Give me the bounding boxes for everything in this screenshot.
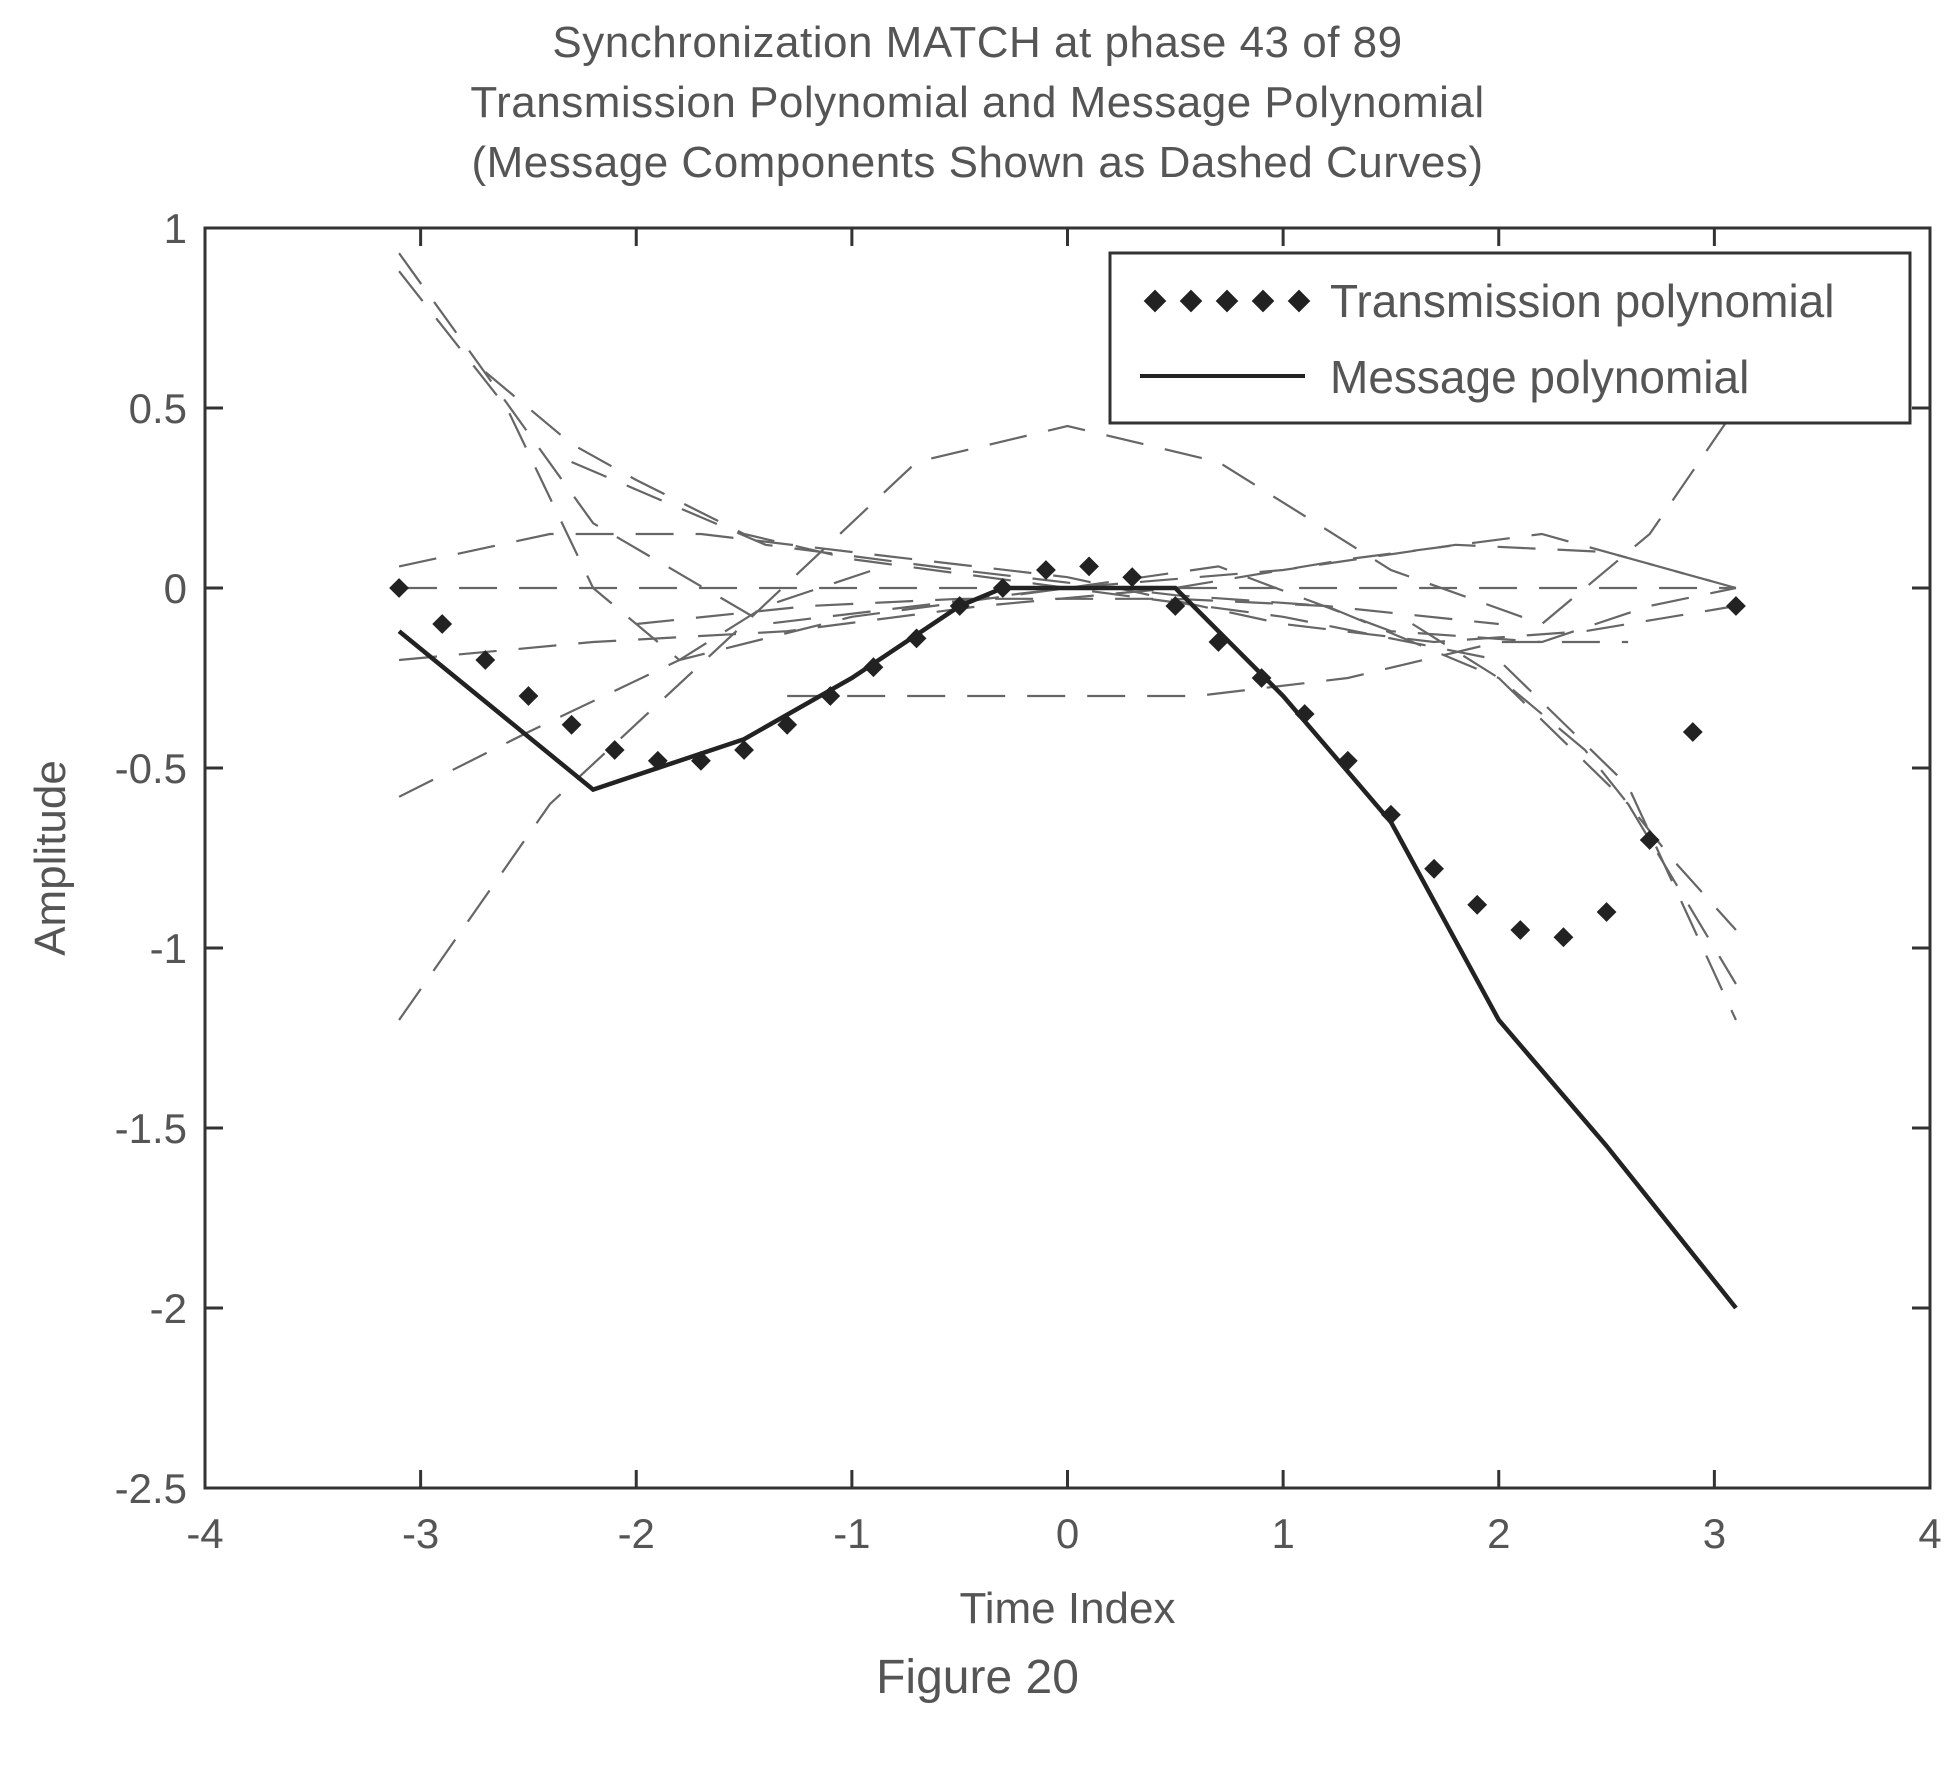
transmission-point: [1122, 567, 1143, 588]
transmission-point: [1553, 927, 1574, 948]
x-tick-label: 2: [1487, 1510, 1510, 1557]
transmission-point: [1467, 894, 1488, 915]
series-transmission-polynomial: [389, 556, 1746, 948]
transmission-point: [1165, 596, 1186, 616]
chart-title-line-3: (Message Components Shown as Dashed Curv…: [471, 138, 1484, 187]
transmission-point: [1726, 596, 1746, 616]
message-component-12: [1411, 623, 1737, 931]
transmission-point: [1294, 704, 1315, 724]
y-tick-label: 1: [164, 205, 187, 252]
line-chart: -4 -3 -2 -1 0 1 2 3 4 1 0.5 0 -0.5 -1 -1.5 -2 -2.5 Time …: [26, 205, 1942, 1633]
transmission-point: [561, 714, 582, 735]
y-tick-label: 0: [164, 565, 187, 612]
message-component-7: [398, 532, 1737, 644]
legend-dot: [1143, 289, 1167, 313]
legend-dot: [1215, 289, 1239, 313]
y-tick-label: -2: [150, 1285, 187, 1332]
y-tick-label: -2.5: [115, 1465, 187, 1512]
y-axis-label: Amplitude: [26, 760, 75, 956]
x-tick-label: 4: [1918, 1510, 1941, 1557]
message-components-layer: [398, 252, 1737, 1021]
message-component-5: [398, 407, 1737, 1021]
figure-caption: Figure 20: [876, 1651, 1079, 1704]
y-tick-label: -0.5: [115, 745, 187, 792]
transmission-point: [518, 686, 539, 706]
transmission-point: [432, 614, 453, 634]
transmission-point: [1381, 804, 1401, 825]
legend-box: [1108, 251, 1912, 425]
legend-dot: [1287, 289, 1311, 313]
x-tick-label: -2: [618, 1510, 655, 1557]
series-layer: [389, 556, 1746, 1310]
transmission-point: [1251, 668, 1272, 688]
transmission-point: [1682, 722, 1703, 742]
transmission-point: [734, 740, 754, 760]
transmission-point: [1596, 902, 1617, 922]
message-component-4: [571, 460, 1737, 985]
transmission-point: [1424, 858, 1444, 879]
y-tick-label: -1.5: [115, 1105, 187, 1152]
legend-swatch-transmission: [1143, 289, 1311, 313]
message-component-3: [484, 371, 1737, 1021]
x-tick-label: 1: [1271, 1510, 1294, 1557]
transmission-point: [1036, 560, 1056, 580]
transmission-point: [1510, 920, 1531, 940]
message-component-11: [636, 597, 1499, 626]
y-tick-label: -1: [150, 925, 187, 972]
legend-entry-message: Message polynomial: [1330, 351, 1749, 403]
message-component-6: [398, 543, 1737, 798]
legend-entry-transmission: Transmission polynomial: [1330, 275, 1834, 327]
transmission-point: [389, 578, 409, 598]
legend-dot: [1179, 289, 1203, 313]
x-tick-label: 3: [1703, 1510, 1726, 1557]
message-component-10: [787, 640, 1629, 698]
x-axis-label: Time Index: [959, 1584, 1175, 1633]
y-tick-label: 0.5: [129, 385, 187, 432]
transmission-point: [1639, 830, 1660, 850]
x-tick-label: -1: [833, 1510, 870, 1557]
axis-ticks-layer: -4 -3 -2 -1 0 1 2 3 4 1 0.5 0 -0.5 -1 -1.5 -2 -2.5: [115, 205, 1942, 1557]
legend-dot: [1251, 289, 1275, 313]
x-tick-label: -4: [186, 1510, 223, 1557]
transmission-point: [604, 740, 625, 760]
chart-title-line-2: Transmission Polynomial and Message Poly…: [470, 78, 1485, 127]
message-component-2: [398, 270, 874, 662]
transmission-point: [475, 650, 496, 670]
x-tick-label: -3: [402, 1510, 439, 1557]
chart-title-line-1: Synchronization MATCH at phase 43 of 89: [552, 18, 1403, 67]
transmission-point: [1079, 556, 1099, 577]
x-tick-label: 0: [1056, 1510, 1079, 1557]
message-component-1: [398, 252, 1737, 644]
series-message-polynomial: [397, 585, 1738, 1310]
message-component-9: [398, 532, 1737, 662]
legend: Transmission polynomial Message polynomi…: [1108, 251, 1912, 425]
